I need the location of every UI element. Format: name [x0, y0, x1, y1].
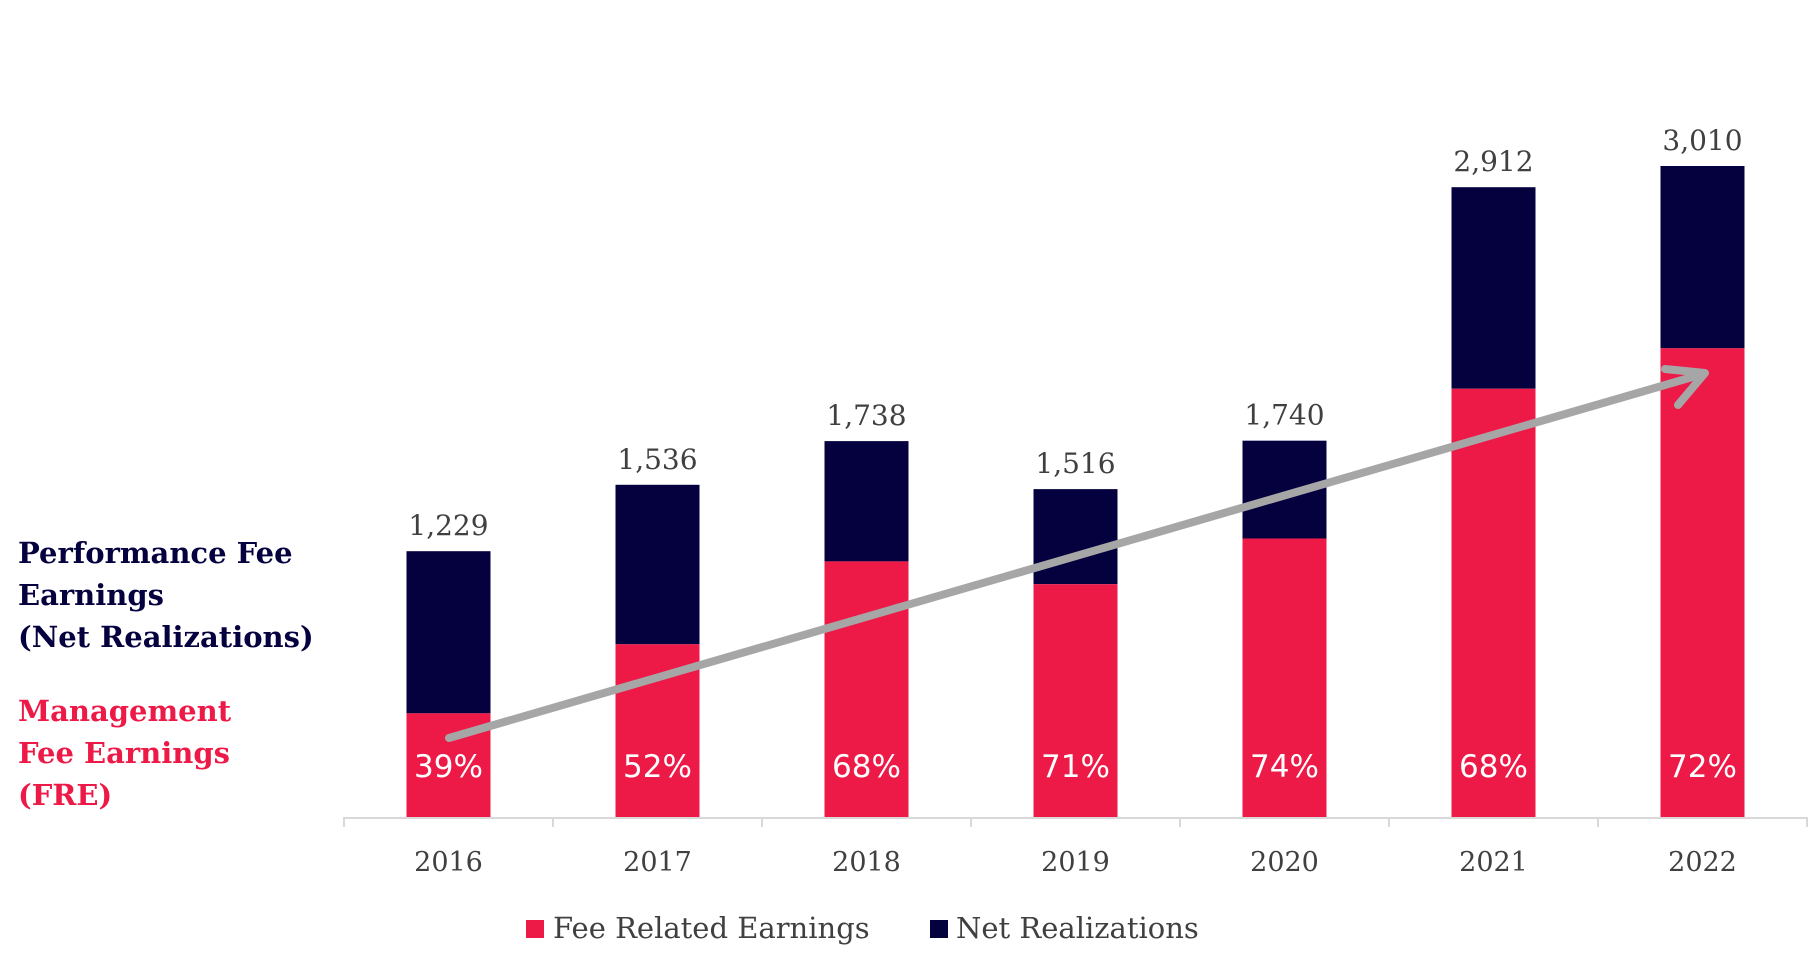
bar-fee-related-earnings — [1033, 584, 1118, 817]
total-label: 1,536 — [617, 443, 697, 476]
total-label: 3,010 — [1662, 124, 1742, 157]
trend-arrow-line — [445, 372, 1700, 742]
management-line-2: Fee Earnings — [18, 736, 230, 770]
performance-line-2: Earnings — [18, 578, 164, 612]
fre-share-label: 74% — [1250, 749, 1319, 785]
total-label: 1,740 — [1244, 399, 1324, 432]
bar-net-realizations — [1451, 187, 1536, 389]
fre-share-label: 68% — [832, 749, 901, 785]
fre-share-label: 39% — [414, 749, 483, 785]
performance-fee-label: Performance Fee Earnings (Net Realizatio… — [18, 532, 314, 658]
bar-fee-related-earnings — [1242, 538, 1327, 817]
bar-fee-related-earnings — [1451, 388, 1536, 817]
fre-share-label: 72% — [1668, 749, 1737, 785]
bar-fee-related-earnings — [1660, 348, 1745, 817]
bar-fee-related-earnings — [824, 561, 909, 817]
management-line-3: (FRE) — [18, 778, 113, 812]
x-tick-label: 2020 — [1250, 847, 1319, 878]
bar-net-realizations — [824, 441, 909, 562]
performance-line-1: Performance Fee — [18, 536, 293, 570]
legend-label-net-realizations: Net Realizations — [956, 911, 1199, 945]
x-tick-label: 2021 — [1459, 847, 1528, 878]
bar-net-realizations — [1660, 166, 1745, 349]
fre-share-label: 71% — [1041, 749, 1110, 785]
x-tick-label: 2016 — [414, 847, 483, 878]
total-label: 2,912 — [1453, 145, 1533, 178]
bar-net-realizations — [1033, 489, 1118, 585]
trend-arrowhead — [1661, 365, 1709, 409]
management-line-1: Management — [18, 694, 232, 728]
x-tick-label: 2017 — [623, 847, 692, 878]
total-label: 1,738 — [826, 399, 906, 432]
bar-net-realizations — [406, 551, 491, 714]
bar-net-realizations — [615, 484, 700, 645]
fre-share-label: 68% — [1459, 749, 1528, 785]
management-fee-label: Management Fee Earnings (FRE) — [18, 690, 231, 816]
legend-swatch-fee-related-earnings — [526, 920, 544, 938]
legend-label-fee-related-earnings: Fee Related Earnings — [553, 911, 870, 945]
performance-line-3: (Net Realizations) — [18, 620, 314, 654]
x-tick-label: 2018 — [832, 847, 901, 878]
total-label: 1,229 — [408, 509, 488, 542]
x-tick-label: 2019 — [1041, 847, 1110, 878]
legend-swatch-net-realizations — [930, 920, 948, 938]
fre-share-label: 52% — [623, 749, 692, 785]
total-label: 1,516 — [1035, 447, 1115, 480]
x-tick-label: 2022 — [1668, 847, 1737, 878]
